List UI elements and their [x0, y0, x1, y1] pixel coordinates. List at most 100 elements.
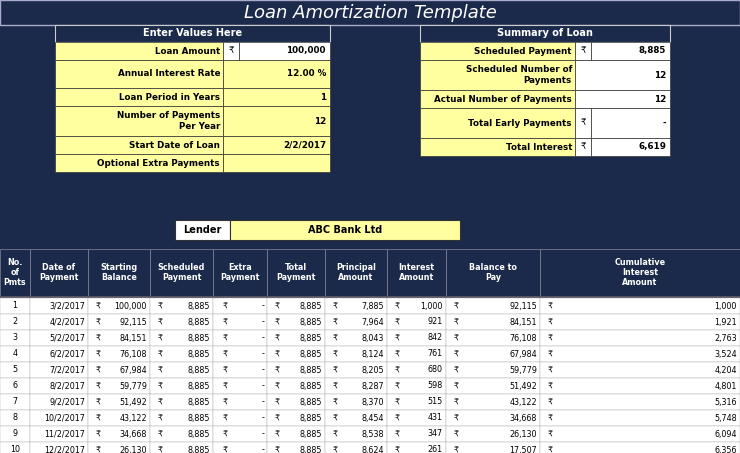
Text: 6: 6 [13, 381, 18, 390]
Bar [591, 138, 670, 156]
Text: Lender: Lender [184, 225, 222, 235]
Bar [55, 154, 223, 172]
Text: Principal
Amount: Principal Amount [336, 263, 376, 282]
Text: ₹: ₹ [158, 381, 163, 390]
Bar [213, 394, 267, 410]
Text: ₹: ₹ [95, 318, 101, 327]
Bar [213, 410, 267, 426]
Bar [150, 330, 213, 346]
Text: ₹: ₹ [223, 350, 228, 358]
Bar [325, 298, 387, 314]
Bar [575, 108, 591, 138]
Text: 76,108: 76,108 [510, 333, 537, 342]
Text: ₹: ₹ [95, 445, 101, 453]
Text: ₹: ₹ [95, 302, 101, 310]
Text: 8,885: 8,885 [300, 397, 322, 406]
Bar [540, 330, 740, 346]
Text: ₹: ₹ [332, 445, 337, 453]
Text: 515: 515 [428, 397, 443, 406]
Text: ₹: ₹ [158, 333, 163, 342]
Text: 5/2/2017: 5/2/2017 [49, 333, 85, 342]
Bar [0, 378, 30, 394]
Text: -: - [261, 397, 264, 406]
Bar [325, 410, 387, 426]
Text: ₹: ₹ [580, 119, 586, 127]
Text: ₹: ₹ [548, 333, 553, 342]
Bar [55, 42, 223, 60]
Text: ₹: ₹ [275, 445, 280, 453]
Text: ₹: ₹ [95, 414, 101, 423]
Text: 8,454: 8,454 [362, 414, 384, 423]
Text: 9: 9 [13, 429, 18, 439]
Bar [30, 378, 88, 394]
Text: 34,668: 34,668 [510, 414, 537, 423]
Bar [267, 346, 325, 362]
Text: 8,885: 8,885 [187, 445, 210, 453]
Bar [575, 138, 591, 156]
Text: ₹: ₹ [158, 397, 163, 406]
Bar [213, 330, 267, 346]
Text: 2,763: 2,763 [714, 333, 737, 342]
Bar [591, 108, 670, 138]
Bar [591, 42, 670, 60]
Bar [446, 362, 540, 378]
Text: 8,885: 8,885 [187, 429, 210, 439]
Text: -: - [261, 333, 264, 342]
Bar [325, 314, 387, 330]
Bar [150, 362, 213, 378]
Bar [223, 60, 330, 88]
Text: 100,000: 100,000 [286, 47, 326, 56]
Bar [387, 426, 446, 442]
Text: 26,130: 26,130 [510, 429, 537, 439]
Bar [387, 314, 446, 330]
Text: 2/2/2017: 2/2/2017 [283, 140, 326, 149]
Text: -: - [261, 381, 264, 390]
Text: -: - [662, 119, 666, 127]
Bar [325, 362, 387, 378]
Text: 8,885: 8,885 [300, 414, 322, 423]
Bar [30, 426, 88, 442]
Bar [575, 42, 591, 60]
Bar [446, 378, 540, 394]
Bar [267, 330, 325, 346]
Text: Total Interest: Total Interest [505, 143, 572, 151]
Text: Loan Period in Years: Loan Period in Years [119, 92, 220, 101]
Bar [0, 362, 30, 378]
Text: 5: 5 [13, 366, 18, 375]
Text: ₹: ₹ [454, 366, 459, 375]
Text: 8,885: 8,885 [300, 445, 322, 453]
Text: ₹: ₹ [223, 381, 228, 390]
Text: 43,122: 43,122 [119, 414, 147, 423]
Text: ₹: ₹ [394, 333, 400, 342]
Text: 9/2/2017: 9/2/2017 [49, 397, 85, 406]
Text: ₹: ₹ [394, 350, 400, 358]
Bar [387, 410, 446, 426]
Bar [30, 394, 88, 410]
Bar [88, 362, 150, 378]
Text: ₹: ₹ [275, 429, 280, 439]
Bar [30, 330, 88, 346]
Text: No.
of
Pmts: No. of Pmts [4, 258, 27, 287]
Text: ₹: ₹ [394, 414, 400, 423]
Text: ₹: ₹ [394, 397, 400, 406]
Text: 8,885: 8,885 [187, 333, 210, 342]
Bar [446, 426, 540, 442]
Text: ₹: ₹ [95, 350, 101, 358]
Text: ₹: ₹ [158, 429, 163, 439]
Bar [0, 298, 30, 314]
Text: 34,668: 34,668 [120, 429, 147, 439]
Text: ₹: ₹ [394, 318, 400, 327]
Text: 43,122: 43,122 [509, 397, 537, 406]
Bar [88, 314, 150, 330]
Text: Enter Values Here: Enter Values Here [143, 29, 242, 39]
Text: 1,000: 1,000 [715, 302, 737, 310]
Bar [267, 314, 325, 330]
Text: Interest
Amount: Interest Amount [399, 263, 434, 282]
Text: ₹: ₹ [394, 429, 400, 439]
Bar [387, 330, 446, 346]
Text: 7,885: 7,885 [361, 302, 384, 310]
Text: Scheduled
Payment: Scheduled Payment [158, 263, 205, 282]
Text: 8,624: 8,624 [362, 445, 384, 453]
Bar [223, 88, 330, 106]
Text: ₹: ₹ [158, 350, 163, 358]
